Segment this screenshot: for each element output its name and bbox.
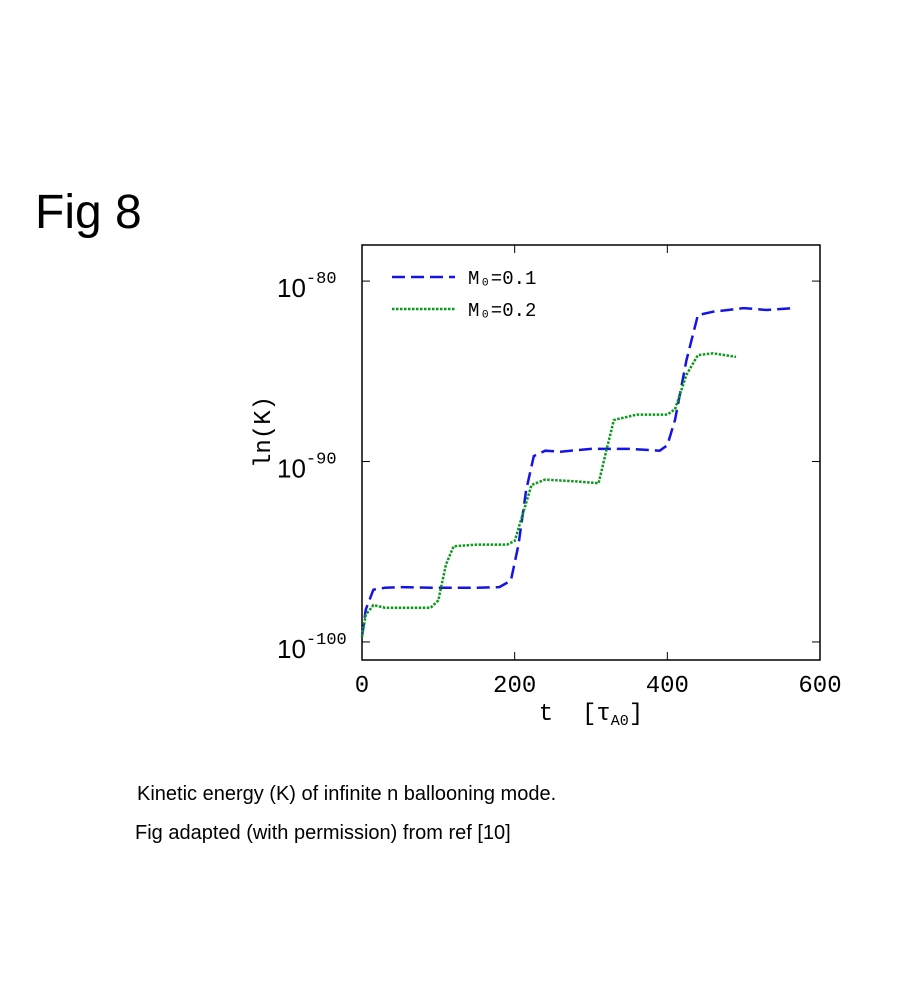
x-tick-label: 600 bbox=[798, 673, 841, 700]
y-tick-exponent: -100 bbox=[306, 631, 347, 650]
y-axis-label: ln(K) bbox=[251, 396, 278, 468]
legend-label: M₀=0.2 bbox=[468, 300, 536, 322]
x-tick-label: 0 bbox=[355, 673, 369, 700]
x-axis-label-text: t [τ bbox=[539, 701, 611, 728]
y-tick-label: 10-80 bbox=[277, 270, 337, 303]
y-tick-exponent: -80 bbox=[306, 270, 337, 289]
data-line bbox=[360, 352, 737, 637]
x-axis-label-suffix: ] bbox=[629, 701, 643, 728]
y-tick-label: 10-100 bbox=[277, 631, 347, 664]
x-tick-label: 200 bbox=[493, 673, 536, 700]
y-tick-base: 10 bbox=[277, 273, 306, 303]
x-tick-label: 400 bbox=[646, 673, 689, 700]
plot-frame bbox=[361, 244, 821, 661]
caption-line: Fig adapted (with permission) from ref [… bbox=[135, 822, 511, 844]
y-tick-base: 10 bbox=[277, 454, 306, 484]
y-tick-base: 10 bbox=[277, 634, 306, 664]
y-tick-label: 10-90 bbox=[277, 451, 337, 484]
x-axis-label-subscript: A0 bbox=[611, 713, 629, 730]
y-tick-exponent: -90 bbox=[306, 451, 337, 470]
x-axis-label: t [τA0] bbox=[539, 701, 643, 730]
figure-label: Fig 8 bbox=[35, 186, 142, 239]
legend-label: M₀=0.1 bbox=[468, 268, 536, 290]
data-line bbox=[360, 306, 794, 637]
caption-line: Kinetic energy (K) of infinite n balloon… bbox=[137, 783, 556, 805]
